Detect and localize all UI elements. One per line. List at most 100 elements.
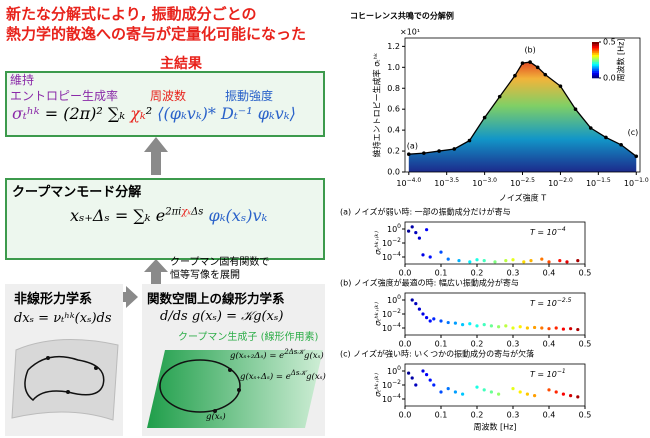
formula-part: ² [145, 104, 158, 123]
x-tick-label: 10−4.0 [396, 177, 421, 188]
point [228, 368, 232, 372]
diagram-part: g(xₛ₊₂Δₛ) = e [230, 350, 285, 361]
y-tick-label: 10−4 [382, 322, 401, 333]
y-tick-label: 0.4 [387, 126, 400, 135]
charts: コヒーレンス共鳴での分解例 0.0 0.2 0.4 0.6 0.8 1.0 1.2 10−4.0… [340, 11, 649, 432]
x-tick-label: 0.2 [471, 340, 484, 349]
point [410, 376, 414, 380]
formula-part: = (2π)² ∑ₖ [39, 104, 131, 123]
colorbar-cell [592, 49, 599, 52]
point [540, 257, 544, 261]
point [489, 324, 493, 328]
point [511, 258, 515, 262]
point [554, 326, 558, 330]
x-tick-label: 10−2.5 [510, 177, 535, 188]
manifold [11, 339, 119, 421]
colorbar-tick-label: 0.0 [603, 74, 616, 83]
point [425, 373, 429, 377]
linear-diagram [147, 350, 323, 428]
diagram-part: Δs𝒦 [290, 368, 307, 377]
y-tick-label: 10−4 [382, 251, 401, 262]
point [453, 321, 457, 325]
main-heading: 主結果 [160, 56, 202, 72]
point [446, 257, 450, 261]
point [432, 317, 436, 321]
title-line: 新たな分解式により, 振動成分ごとの [6, 5, 257, 23]
colorbar-cell [592, 65, 599, 68]
x-tick-label: 10−2.0 [548, 177, 573, 188]
point [446, 387, 450, 391]
x-tick-label: 0.1 [435, 411, 448, 420]
orbit [159, 359, 241, 413]
point [535, 65, 540, 70]
colorbar-cell [592, 76, 599, 79]
colorbar-cell [592, 42, 599, 45]
point [428, 319, 432, 323]
x-tick-label: 10−1.5 [586, 177, 611, 188]
y-axis-label: 維持エントロピー生成率 σₜʰᵏ [372, 53, 382, 158]
point [482, 115, 487, 120]
formula-part: φₖ(xₛ)vₖ [203, 206, 268, 225]
colorbar-cell [592, 69, 599, 72]
y-tick-label: 100 [387, 294, 401, 305]
point [511, 387, 515, 391]
label: エントロピー生成率 [10, 89, 119, 103]
diagram-label: g(xₛ₊₂Δₛ) = e2Δs𝒦g(xₛ) [230, 347, 324, 361]
point [475, 258, 479, 262]
colorbar-cell [592, 72, 599, 75]
formula-part: σₜʰᵏ [12, 104, 40, 123]
point [421, 312, 425, 316]
formula-part: xₛ₊Δₛ = ∑ₖ e [70, 206, 166, 225]
point [482, 259, 486, 263]
y-tick-label: 10−2 [382, 379, 401, 390]
point [467, 138, 472, 143]
point [482, 323, 486, 327]
x-tick-label: 0.5 [579, 340, 592, 349]
diagram-part: 2Δs𝒦 [284, 347, 305, 356]
x-tick-label: 0.1 [435, 269, 448, 278]
trajectory [11, 339, 119, 421]
x-tick-label: 0.1 [435, 340, 448, 349]
formula-part: χₖ [130, 104, 146, 123]
colorbar-label: 周波数 [Hz] [616, 39, 626, 82]
point [417, 236, 421, 240]
arrow-note: クープマン固有関数で 恒等写像を展開 [170, 256, 269, 282]
x-tick-label: 0.3 [507, 411, 520, 420]
chart-title: コヒーレンス共鳴での分解例 [350, 11, 454, 21]
point [425, 228, 429, 232]
y-tick-label: 0.6 [387, 105, 400, 114]
x-tick-label: 0.0 [399, 340, 412, 349]
y-tick-label: 10−2 [382, 237, 401, 248]
arrow [144, 137, 168, 175]
point [421, 253, 425, 257]
colorbar-cell [592, 58, 599, 61]
point [414, 383, 418, 387]
y-tick-label: 10−4 [382, 393, 401, 404]
colorbar-cell [592, 70, 599, 73]
x-tick-label: 0.3 [507, 269, 520, 278]
point [410, 225, 414, 229]
x-tick-label: 10−1.0 [624, 177, 649, 188]
colorbar-cell [592, 63, 599, 66]
formula-part: Δs [191, 206, 204, 218]
x-tick-label: 0.3 [507, 340, 520, 349]
point [569, 394, 573, 398]
y-tick-label: 100 [387, 223, 401, 234]
annotation: T = 10−2.5 [530, 297, 572, 308]
formula: xₛ₊Δₛ = ∑ₖ e2πiχₖΔs φₖ(xₛ)vₖ [70, 206, 267, 225]
point [493, 260, 497, 264]
point [576, 327, 580, 332]
y-axis-label: σₜʰᵏ˒⁽ᵏ⁾ [374, 373, 383, 397]
x-tick-label: 0.0 [399, 269, 412, 278]
point [410, 298, 414, 302]
point [547, 388, 551, 392]
point [453, 390, 457, 394]
point [547, 260, 551, 264]
formula-part: 2πi [165, 206, 182, 218]
point [461, 323, 465, 327]
x-tick-label: 0.5 [579, 411, 592, 420]
arrow [144, 259, 168, 290]
x-tick-label: 10−3.0 [472, 177, 497, 188]
x-tick-label: 0.2 [471, 269, 484, 278]
point [497, 392, 501, 396]
